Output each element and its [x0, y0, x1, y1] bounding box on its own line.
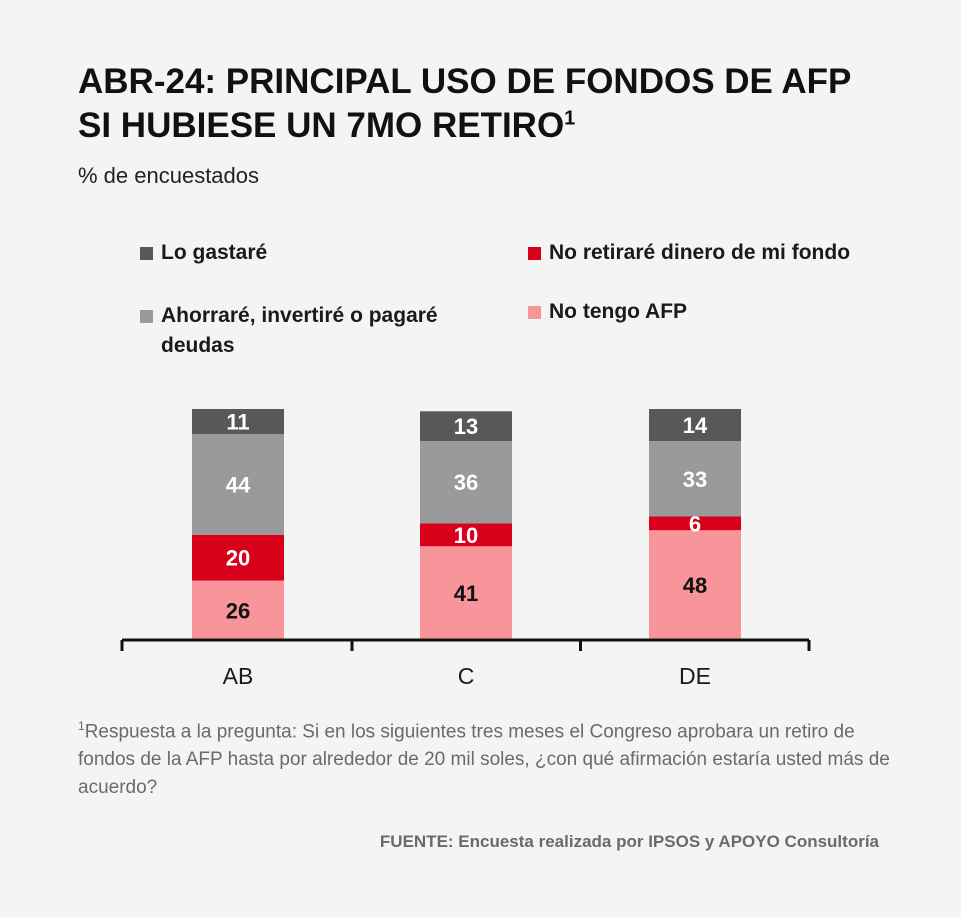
- legend-item-ahorrare: Ahorraré, invertiré o pagaré deudas: [140, 301, 480, 361]
- bar-segment-de-1: [649, 516, 741, 531]
- legend-swatch: [528, 247, 541, 260]
- bar-segment-de-2: [649, 441, 741, 517]
- chart-title-line1: ABR-24: PRINCIPAL USO DE FONDOS DE AFP: [78, 62, 852, 101]
- bar-segment-ab-3: [192, 409, 284, 435]
- legend-label: No retiraré dinero de mi fondo: [549, 241, 851, 264]
- bar-segment-de-3: [649, 409, 741, 442]
- data-label: 26: [226, 598, 250, 623]
- data-label: 41: [454, 581, 478, 606]
- bar-segment-ab-2: [192, 434, 284, 535]
- legend-item-no-tengo-afp: No tengo AFP: [528, 297, 687, 327]
- data-label: 36: [454, 470, 478, 495]
- legend-label: No tengo AFP: [549, 300, 688, 323]
- data-label: 13: [454, 414, 478, 439]
- chart-title-line2: SI HUBIESE UN 7MO RETIRO: [78, 106, 565, 145]
- bar-segment-ab-0: [192, 580, 284, 640]
- footnote: 1Respuesta a la pregunta: Si en los sigu…: [78, 712, 898, 802]
- data-label: 6: [689, 511, 701, 536]
- title-footnote-marker: 1: [564, 107, 576, 130]
- bar-segment-c-3: [420, 411, 512, 442]
- legend-swatch: [528, 306, 541, 319]
- data-label: 44: [226, 472, 251, 497]
- bar-segment-c-0: [420, 546, 512, 640]
- data-label: 11: [226, 410, 249, 435]
- chart-title: ABR-24: PRINCIPAL USO DE FONDOS DE AFP S…: [78, 60, 918, 148]
- x-tick-label: DE: [679, 663, 711, 689]
- legend-label: Ahorraré, invertiré o pagaré deudas: [161, 304, 438, 357]
- chart-subtitle: % de encuestados: [78, 163, 260, 188]
- data-label: 10: [454, 523, 478, 548]
- footnote-marker: 1: [78, 719, 85, 733]
- legend-swatch: [140, 247, 153, 260]
- legend-item-no-retirare: No retiraré dinero de mi fondo: [528, 238, 850, 268]
- bar-segment-de-0: [649, 530, 741, 640]
- bar-segment-c-1: [420, 523, 512, 547]
- bar-segment-c-2: [420, 441, 512, 524]
- data-label: 20: [226, 546, 250, 571]
- data-label: 48: [683, 573, 707, 598]
- bar-segment-ab-1: [192, 534, 284, 581]
- footnote-text: Respuesta a la pregunta: Si en los sigui…: [78, 721, 890, 799]
- legend-swatch: [140, 310, 153, 323]
- data-label: 14: [683, 413, 708, 438]
- source-note: FUENTE: Encuesta realizada por IPSOS y A…: [379, 832, 879, 851]
- legend-item-lo-gastare: Lo gastaré: [140, 238, 267, 268]
- legend-label: Lo gastaré: [161, 241, 268, 264]
- data-label: 33: [683, 467, 707, 492]
- x-tick-label: C: [458, 663, 475, 689]
- x-tick-label: AB: [223, 663, 254, 689]
